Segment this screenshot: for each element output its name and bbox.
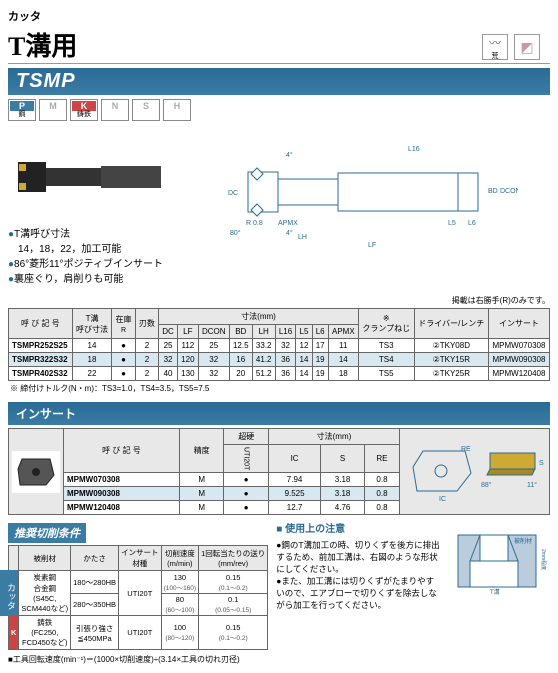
page-title: T溝用 [8, 26, 550, 64]
usage-line: ●鋼のT溝加工の時、切りくずを後方に排出するため、前加工溝は、右図のような形状に… [276, 540, 442, 576]
hand-note: 掲載は右勝手(R)のみです。 [8, 295, 550, 306]
top-icon-row: 〰荒 ◩ [482, 34, 540, 60]
svg-text:LF: LF [368, 242, 376, 249]
code-bar: TSMP [8, 68, 550, 95]
left-column: ●T溝呼び寸法 14，18，22，加工可能●86°菱形11°ポジティブインサート… [8, 127, 178, 287]
category-label: カッタ [8, 8, 550, 24]
svg-text:LH: LH [298, 234, 307, 241]
usage-figure: 被削材 2mm程度 T溝 [450, 523, 550, 598]
svg-text:S: S [539, 460, 544, 467]
badge-P: P鋼 [8, 99, 36, 121]
svg-text:2mm程度: 2mm程度 [540, 549, 547, 570]
svg-text:R 0.8: R 0.8 [246, 220, 263, 227]
feature-item: ●T溝呼び寸法 14，18，22，加工可能 [8, 227, 178, 257]
torque-note: ※ 締付けトルク(N・m)：TS3=1.0，TS4=3.5，TS5=7.5 [10, 383, 550, 394]
feature-item: ●裏座ぐり，肩削りも可能 [8, 272, 178, 287]
svg-text:88°: 88° [481, 481, 492, 489]
tool-photo [8, 127, 178, 227]
svg-text:80°: 80° [230, 229, 241, 237]
cond-table: 被削材かたさインサート材種切削速度(m/min)1回転当たりの送り(mm/rev… [8, 545, 268, 650]
svg-text:L16: L16 [408, 146, 420, 153]
usage-text: ●鋼のT溝加工の時、切りくずを後方に排出するため、前加工溝は、右図のような形状に… [276, 540, 442, 611]
usage-line: ●また、加工溝には切りくずがたまりやすいので、エアブローで切りくずを除去しながら… [276, 576, 442, 612]
svg-text:IC: IC [439, 496, 446, 501]
usage-notes: ■ 使用上の注意 ●鋼のT溝加工の時、切りくずを後方に排出するため、前加工溝は、… [276, 523, 442, 611]
svg-text:L6: L6 [468, 220, 476, 227]
insert-spec-table: 呼 び 記 号精度超硬寸法(mm)REICS88°11°UTI20TICSREM… [8, 428, 550, 515]
svg-text:11°: 11° [527, 481, 537, 489]
badge-M: M [39, 99, 67, 121]
feature-item: ●86°菱形11°ポジティブインサート [8, 257, 178, 272]
svg-text:L5: L5 [448, 220, 456, 227]
badge-K: K鋳鉄 [70, 99, 98, 121]
top-icon-rough: 〰荒 [482, 34, 508, 60]
badge-H: H [163, 99, 191, 121]
usage-title: ■ 使用上の注意 [276, 523, 442, 537]
application-badges: P鋼MK鋳鉄NSH [8, 99, 550, 121]
svg-text:T溝: T溝 [490, 588, 500, 595]
rpm-formula: ■工具回転速度(min⁻¹)＝(1000×切削速度)÷(3.14×工具の切れ刃径… [8, 654, 268, 665]
svg-text:APMX: APMX [278, 220, 298, 227]
insert-section-title: インサート [8, 402, 550, 425]
side-tab: カッタ [0, 570, 18, 616]
cutting-conditions: 推奨切削条件 被削材かたさインサート材種切削速度(m/min)1回転当たりの送り… [8, 523, 268, 665]
svg-text:RE: RE [461, 446, 471, 453]
top-icon-shape: ◩ [514, 34, 540, 60]
feature-list: ●T溝呼び寸法 14，18，22，加工可能●86°菱形11°ポジティブインサート… [8, 227, 178, 287]
svg-text:BD: BD [488, 188, 498, 195]
svg-text:DCON: DCON [500, 188, 518, 195]
badge-N: N [101, 99, 129, 121]
svg-text:被削材: 被削材 [514, 537, 532, 545]
svg-text:DC: DC [228, 190, 238, 197]
dimension-diagram: 4° 4° 80° DC LF BD R 0.8 APMX LH L16 DCO… [186, 127, 550, 257]
svg-text:4°: 4° [286, 229, 293, 237]
badge-S: S [132, 99, 160, 121]
svg-text:4°: 4° [286, 151, 293, 159]
cond-title: 推奨切削条件 [8, 523, 86, 543]
main-spec-table: 呼 び 記 号T溝呼び寸法在庫R刃数寸法(mm)※クランプねじドライバー/レンチ… [8, 308, 550, 381]
